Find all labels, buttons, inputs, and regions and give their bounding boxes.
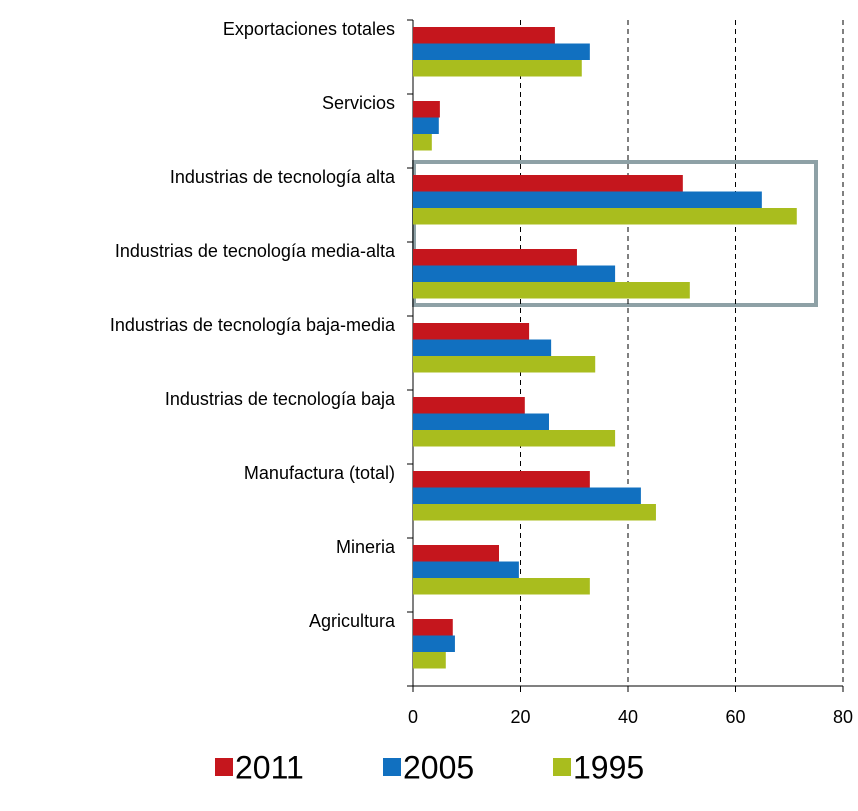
bar — [413, 191, 762, 208]
bar — [413, 430, 616, 447]
bar — [413, 101, 440, 118]
y-tick-label: Manufactura (total) — [244, 463, 395, 483]
bar — [413, 413, 549, 430]
y-tick-label: Mineria — [336, 537, 396, 557]
legend-swatch — [383, 758, 401, 776]
bar — [413, 339, 552, 356]
x-tick-label: 0 — [408, 707, 418, 727]
bar — [413, 208, 797, 225]
bar — [413, 134, 432, 151]
bar — [413, 249, 577, 266]
y-tick-label: Servicios — [322, 93, 395, 113]
x-tick-label: 60 — [725, 707, 745, 727]
bar — [413, 504, 656, 521]
y-tick-label: Agricultura — [309, 611, 396, 631]
bar — [413, 545, 499, 562]
bar — [413, 43, 590, 60]
bar — [413, 282, 690, 299]
legend-swatch — [215, 758, 233, 776]
bar — [413, 60, 582, 77]
x-tick-label: 20 — [510, 707, 530, 727]
y-tick-label: Exportaciones totales — [223, 19, 395, 39]
bar — [413, 117, 439, 134]
legend-swatch — [553, 758, 571, 776]
y-tick-label: Industrias de tecnología alta — [170, 167, 396, 187]
legend-label: 2005 — [403, 749, 474, 785]
bar — [413, 397, 525, 414]
y-tick-label: Industrias de tecnología media-alta — [115, 241, 396, 261]
highlight-box — [412, 160, 818, 307]
bar — [413, 471, 590, 488]
bar — [413, 635, 455, 652]
bar — [413, 175, 683, 192]
bar — [413, 619, 453, 636]
bar — [413, 323, 530, 340]
x-tick-label: 80 — [833, 707, 853, 727]
bar — [413, 27, 555, 44]
bar — [413, 561, 519, 578]
bar — [413, 265, 616, 282]
bar — [413, 356, 596, 373]
legend-label: 1995 — [573, 749, 644, 785]
y-tick-label: Industrias de tecnología baja-media — [110, 315, 396, 335]
legend-label: 2011 — [235, 749, 304, 785]
bar — [413, 652, 446, 669]
bar — [413, 578, 590, 595]
x-tick-label: 40 — [618, 707, 638, 727]
y-tick-label: Industrias de tecnología baja — [165, 389, 396, 409]
bar — [413, 487, 641, 504]
